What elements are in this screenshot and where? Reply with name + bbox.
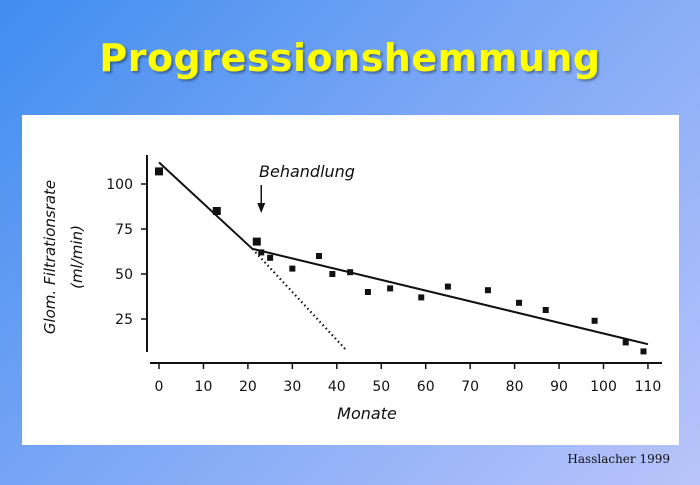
source-credit: Hasslacher 1999 (567, 452, 670, 466)
y-tick-label: 100 (106, 177, 133, 193)
trend-line (252, 247, 649, 346)
fit-lines (158, 161, 649, 351)
data-point (484, 287, 491, 294)
y-axis-label-line2: (ml/min) (68, 225, 86, 289)
annotation-arrow-head (257, 203, 266, 213)
data-points (155, 167, 647, 355)
data-point (289, 265, 296, 272)
data-point (258, 249, 265, 256)
y-tick-label: 25 (115, 312, 133, 328)
x-tick-label: 100 (590, 379, 617, 395)
projection-line-dotted (251, 248, 347, 351)
chart-axes (146, 155, 662, 364)
data-point (212, 207, 221, 215)
slide-title: Progressionshemmung (99, 36, 601, 80)
x-tick-label: 40 (328, 379, 346, 395)
y-tick-label: 50 (115, 267, 133, 283)
data-point (329, 271, 336, 277)
x-tick-label: 20 (239, 379, 257, 395)
x-tick-label: 60 (417, 379, 435, 395)
data-point (155, 167, 163, 176)
data-point (640, 348, 647, 355)
x-tick-label: 110 (635, 379, 662, 395)
data-point (267, 254, 274, 261)
chart: 25 50 75 100 0 10 20 30 40 50 60 70 80 90 100 110 Beha… (41, 155, 662, 423)
y-tick-label: 75 (115, 222, 133, 238)
x-tick-label: 80 (506, 379, 524, 395)
x-tick-label: 30 (283, 379, 301, 395)
data-point (364, 289, 371, 295)
data-point (622, 339, 629, 346)
annotation: Behandlung (257, 162, 355, 213)
data-point (444, 283, 451, 290)
x-tick-label: 0 (155, 379, 164, 395)
data-point (347, 269, 354, 276)
x-axis-label: Monate (337, 404, 397, 423)
data-point (387, 285, 394, 292)
x-tick-label: 70 (461, 379, 479, 395)
data-point (516, 299, 523, 306)
x-tick-label: 90 (550, 379, 568, 395)
data-point (252, 237, 261, 246)
data-point (418, 294, 425, 301)
data-point (591, 317, 598, 324)
data-point (316, 253, 323, 259)
y-ticks: 25 50 75 100 (106, 177, 147, 328)
data-point (542, 307, 549, 313)
x-ticks: 0 10 20 30 40 50 60 70 80 90 100 110 (155, 363, 662, 395)
y-axis-label-line1: Glom. Filtrationsrate (41, 180, 59, 334)
x-tick-label: 50 (372, 379, 390, 395)
x-tick-label: 10 (195, 379, 213, 395)
trend-line (158, 161, 254, 250)
chart-panel: 25 50 75 100 0 10 20 30 40 50 60 70 80 90 100 110 Beha… (22, 115, 679, 445)
annotation-text: Behandlung (259, 162, 355, 181)
